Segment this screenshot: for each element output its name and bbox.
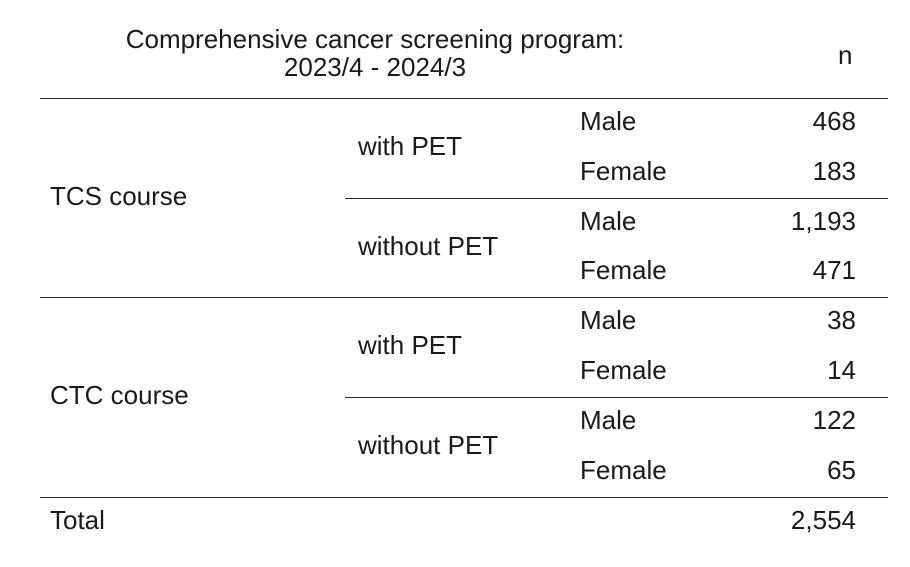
count-value: 471: [812, 255, 856, 285]
count-column-header: n: [838, 40, 853, 70]
sex-label: Male: [580, 106, 637, 136]
group-divider: [40, 297, 888, 298]
table-title-line2: 2023/4 - 2024/3: [283, 52, 467, 82]
subgroup-label-tcs-without-pet: without PET: [358, 231, 499, 261]
sex-label: Female: [580, 455, 667, 485]
sex-label: Male: [580, 305, 637, 335]
count-value: 14: [827, 355, 856, 385]
count-value: 183: [812, 156, 856, 186]
header-rule: [40, 98, 888, 99]
table-title: Comprehensive cancer screening program: …: [60, 25, 690, 81]
count-value: 1,193: [790, 206, 856, 236]
subgroup-label-tcs-with-pet: with PET: [358, 131, 463, 161]
count-value: 122: [812, 405, 856, 435]
subgroup-divider-tcs: [345, 198, 888, 199]
table-title-line1: Comprehensive cancer screening program:: [125, 24, 625, 54]
course-label-ctc: CTC course: [50, 380, 189, 410]
count-value: 468: [812, 106, 856, 136]
sex-label: Male: [580, 405, 637, 435]
subgroup-label-ctc-without-pet: without PET: [358, 430, 499, 460]
sex-label: Female: [580, 355, 667, 385]
count-value: 65: [827, 455, 856, 485]
sex-label: Female: [580, 255, 667, 285]
subgroup-label-ctc-with-pet: with PET: [358, 330, 463, 360]
count-value: 38: [827, 305, 856, 335]
total-value: 2,554: [790, 505, 856, 535]
sex-label: Female: [580, 156, 667, 186]
course-label-tcs: TCS course: [50, 181, 188, 211]
subgroup-divider-ctc: [345, 397, 888, 398]
sex-label: Male: [580, 206, 637, 236]
total-rule: [40, 497, 888, 498]
total-label: Total: [50, 505, 105, 535]
